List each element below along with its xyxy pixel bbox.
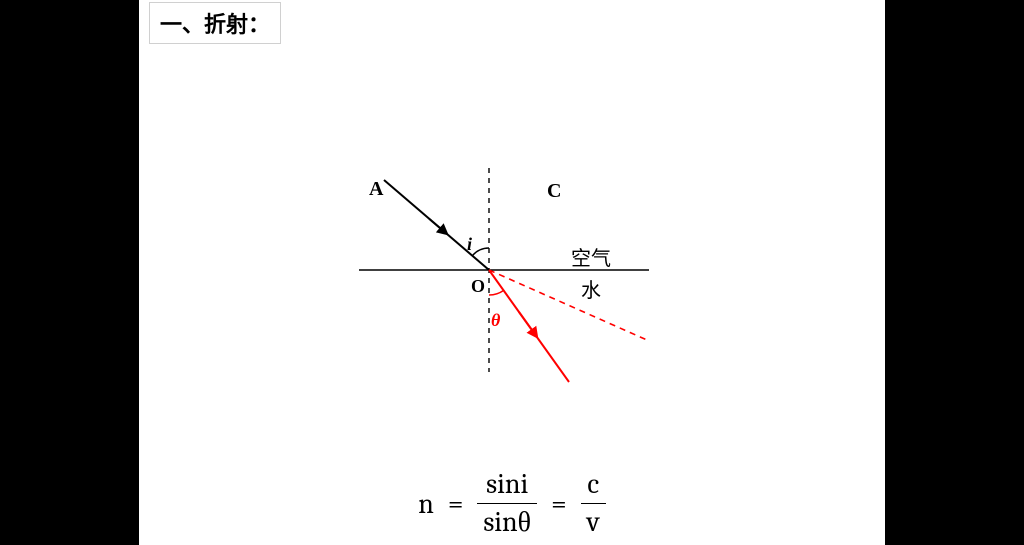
angle-i-arc	[473, 248, 490, 256]
formula-eq1: =	[448, 488, 464, 520]
label-A: A	[369, 178, 383, 201]
label-O: O	[471, 276, 485, 297]
label-medium-bottom: 水	[581, 274, 601, 303]
refraction-diagram: A C O i θ 空气 水	[309, 150, 709, 410]
section-title: 一、折射：	[149, 2, 281, 44]
slide-canvas: 一、折射：	[139, 0, 885, 545]
extension-ray	[489, 270, 647, 340]
fraction-bar	[581, 503, 606, 504]
label-theta: θ	[491, 310, 500, 331]
section-title-text: 一、折射：	[160, 12, 270, 37]
formula-frac-cv: c v	[581, 470, 606, 538]
fraction-bar	[477, 503, 537, 504]
formula-frac-cv-den: v	[581, 508, 606, 537]
refracted-arrow	[519, 312, 537, 337]
label-i: i	[467, 234, 472, 255]
formula-frac-sin: sini sinθ	[477, 470, 537, 538]
snells-law-formula: n = sini sinθ = c v	[139, 470, 885, 538]
formula-frac-sin-den: sinθ	[477, 508, 537, 537]
formula-frac-cv-num: c	[581, 470, 605, 499]
formula-eq2: =	[551, 488, 567, 520]
incident-arrow	[429, 219, 447, 234]
label-medium-top: 空气	[571, 242, 611, 271]
label-C: C	[547, 180, 561, 203]
angle-theta-arc	[489, 291, 504, 296]
formula-lhs: n	[418, 488, 434, 520]
formula-frac-sin-num: sini	[480, 470, 534, 499]
